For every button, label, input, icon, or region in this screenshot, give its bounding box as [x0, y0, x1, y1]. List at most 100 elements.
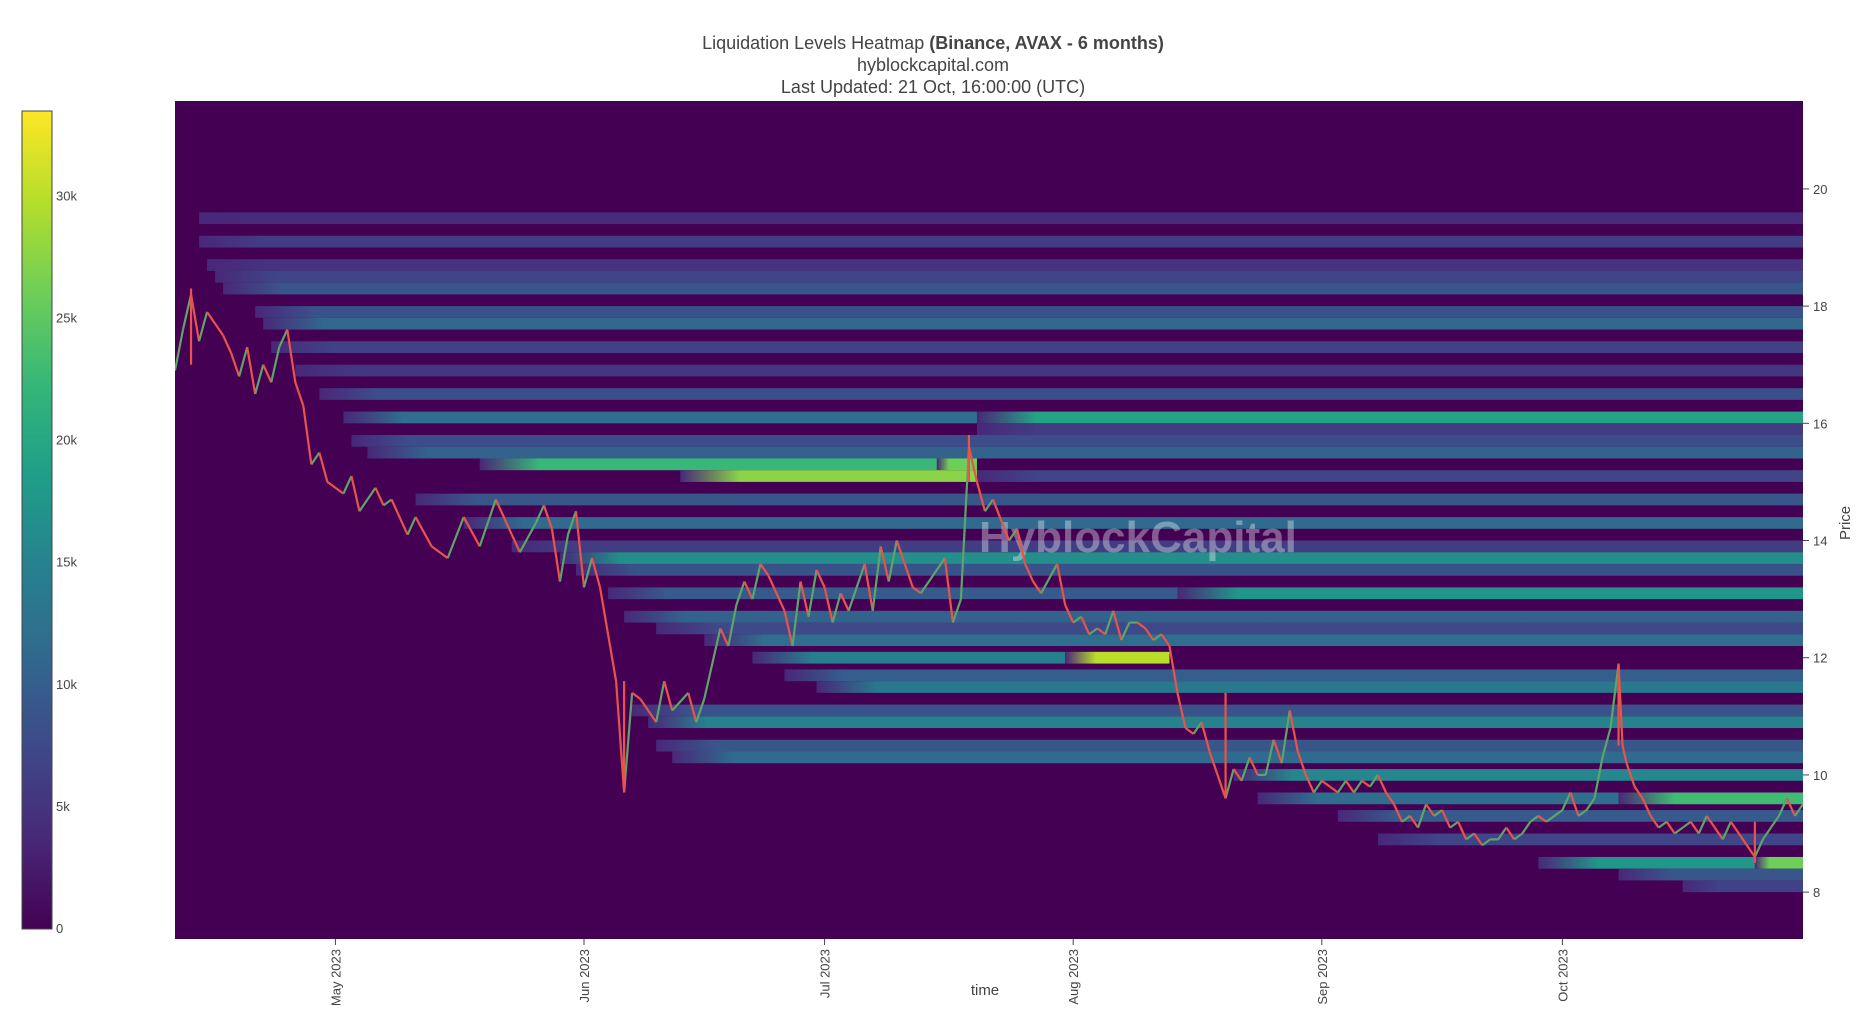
colorbar-tick-label: 15k [56, 555, 77, 570]
last-updated-text: Last Updated: 21 Oct, 16:00:00 (UTC) [780, 77, 1086, 97]
heatmap-band [415, 493, 1803, 506]
price-segment [1272, 739, 1283, 764]
price-segment [614, 681, 626, 793]
price-segment [462, 516, 481, 547]
price-segment [1553, 809, 1564, 817]
heatmap-band [1754, 856, 1803, 869]
price-segment [1457, 821, 1468, 840]
price-segment [1280, 710, 1291, 764]
price-series [175, 288, 1803, 863]
price-segment [903, 563, 914, 588]
price-segment [815, 569, 826, 588]
heatmap-band [199, 212, 1803, 225]
price-segment [991, 499, 1011, 541]
price-segment [382, 498, 393, 507]
colorbar-tick-label: 10k [56, 677, 77, 692]
price-segment [1621, 745, 1628, 764]
price-segment [1032, 580, 1043, 594]
price-segment [743, 581, 754, 600]
price-segment [358, 487, 377, 512]
price-segment [1713, 827, 1724, 840]
y-tick-label: 14 [1813, 534, 1827, 549]
price-segment [1192, 721, 1203, 735]
price-segment [912, 586, 922, 595]
price-segment [430, 545, 449, 559]
price-segment [1296, 751, 1307, 776]
price-segment [1264, 739, 1275, 776]
heatmap-band [255, 306, 1803, 318]
price-segment [935, 557, 946, 571]
price-segment [1224, 768, 1235, 799]
price-segment [1344, 780, 1355, 794]
heatmap-band [656, 622, 1803, 635]
price-segment [1304, 774, 1315, 793]
price-segment [390, 499, 409, 536]
price-segment [1761, 827, 1772, 840]
price-segment [1409, 815, 1419, 829]
price-segment [254, 364, 265, 395]
price-segment [631, 691, 641, 700]
x-axis-title: time [971, 982, 999, 999]
heatmap-band [215, 270, 1803, 283]
price-segment [687, 692, 698, 723]
price-segment [1777, 797, 1788, 817]
heatmap-band [479, 458, 937, 471]
colorbar-tick-label: 25k [56, 311, 77, 326]
price-segment [478, 499, 497, 547]
colorbar-tick-label: 20k [56, 433, 77, 448]
price-segment [1665, 821, 1676, 835]
price-segment [1569, 792, 1580, 817]
price-segment [1674, 826, 1684, 835]
price-segment [671, 692, 690, 712]
price-segment [895, 540, 906, 565]
y-tick-label: 8 [1813, 885, 1820, 900]
price-segment [302, 405, 313, 465]
price-segment [262, 364, 273, 383]
price-segment [1417, 803, 1428, 829]
price-segment [663, 680, 674, 711]
price-segment [951, 598, 962, 623]
price-segment [967, 446, 979, 483]
chart-title: Liquidation Levels Heatmap (Binance, AVA… [0, 32, 1866, 54]
price-segment [1152, 633, 1163, 642]
chart-title-bold: (Binance, AVAX - 6 months) [929, 33, 1164, 53]
x-tick-label: May 2023 [328, 949, 343, 1006]
price-segment [1208, 751, 1219, 776]
price-segment [446, 516, 465, 559]
price-segment [919, 569, 938, 594]
price-segment [542, 504, 553, 530]
heatmap-band [463, 517, 1803, 529]
price-segment [1168, 645, 1179, 694]
x-tick-label: Aug 2023 [1066, 949, 1081, 1005]
price-segment [1521, 821, 1532, 835]
price-segment [310, 451, 321, 465]
chart-title-block: Liquidation Levels Heatmap (Binance, AVA… [0, 32, 1866, 98]
heatmap-band [752, 651, 1066, 664]
chart-subtitle: hyblockcapital.com [856, 55, 1010, 75]
price-segment [1721, 821, 1732, 840]
price-segment [1176, 692, 1187, 729]
price-segment [1497, 827, 1508, 840]
x-tick-label: Sep 2023 [1315, 949, 1330, 1005]
heatmap-band [1618, 792, 1803, 805]
price-segment [1312, 780, 1323, 794]
heatmap-band [1682, 880, 1803, 893]
price-segment [1753, 838, 1764, 858]
y-tick-label: 18 [1813, 299, 1827, 314]
price-segment [1288, 710, 1299, 752]
price-segment [574, 511, 586, 588]
price-segment [1369, 774, 1379, 788]
price-segment [206, 311, 225, 337]
price-segment [550, 528, 562, 582]
price-segment [1441, 809, 1452, 829]
heatmap-band [1257, 792, 1619, 805]
price-segment [414, 516, 433, 547]
price-segment [1401, 815, 1411, 823]
price-segment [238, 346, 249, 377]
y-tick-label: 20 [1813, 182, 1827, 197]
price-segment [1641, 797, 1652, 817]
price-segment [1425, 803, 1436, 817]
price-segment [1072, 615, 1082, 624]
heatmap-band [367, 446, 1803, 459]
